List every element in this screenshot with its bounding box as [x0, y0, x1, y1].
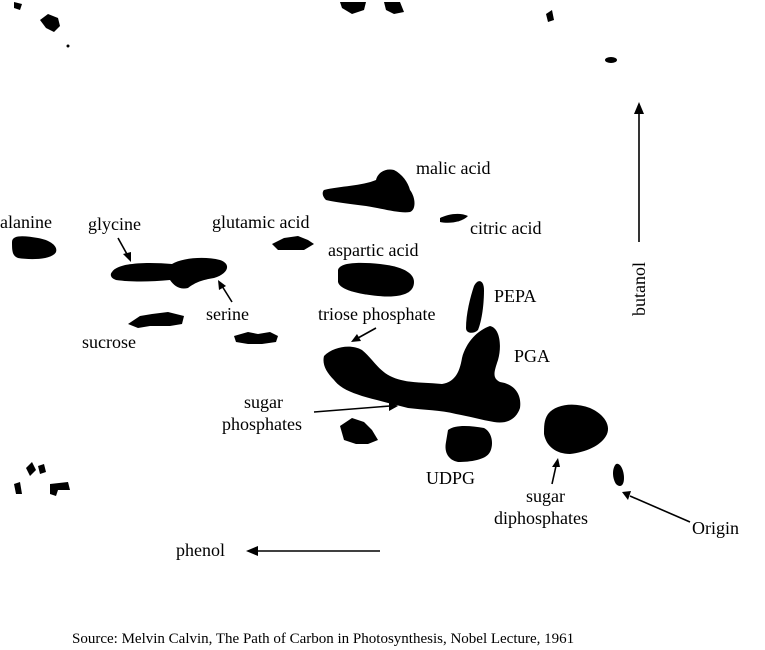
spot-sugar-diphosphates: [544, 404, 609, 454]
label-malic-acid: malic acid: [416, 158, 490, 178]
spot-pepa: [466, 281, 484, 333]
arrow-butanol-head: [634, 102, 644, 114]
spot-sucrose: [128, 312, 184, 328]
edge-specks: [14, 2, 617, 496]
label-alanine: alanine: [0, 212, 52, 232]
spot-udpg: [445, 426, 492, 462]
spot-serine-small: [234, 332, 278, 344]
source-caption: Source: Melvin Calvin, The Path of Carbo…: [72, 631, 574, 647]
arrow-glycine-head: [123, 252, 131, 262]
label-pga: PGA: [514, 346, 550, 366]
solvent-arrows: [246, 102, 644, 556]
spot-citric-acid: [440, 213, 468, 223]
label-citric-acid: citric acid: [470, 218, 541, 238]
arrow-sugar-diphosphates-head: [552, 458, 560, 467]
spot-glycine-serine: [110, 257, 228, 289]
label-sugar-diphosphates-line1: sugar: [526, 486, 565, 506]
label-butanol: butanol: [629, 262, 649, 316]
arrow-sugar-phosphates: [313, 405, 391, 413]
label-aspartic-acid: aspartic acid: [328, 240, 418, 260]
arrow-glycine: [117, 237, 129, 257]
speck-top-right-2: [605, 57, 617, 63]
speck-bottom-left-2: [38, 464, 46, 474]
label-sugar-phosphates-line2: phosphates: [222, 414, 302, 434]
speck-top-left-2: [14, 2, 22, 10]
spot-glutamic-acid: [272, 236, 314, 250]
label-serine: serine: [206, 304, 249, 324]
label-udpg: UDPG: [426, 468, 475, 488]
spot-pga-sugar-phosphates: [323, 326, 521, 423]
speck-top-center-2: [384, 2, 404, 14]
label-glycine: glycine: [88, 214, 141, 234]
speck-bottom-left-1: [26, 462, 36, 476]
speck-top-left-3: [66, 44, 70, 48]
speck-bottom-left-4: [50, 482, 70, 496]
arrow-triose-phosphate: [357, 327, 377, 339]
speck-bottom-left-3: [14, 482, 22, 494]
label-triose-phosphate: triose phosphate: [318, 304, 435, 324]
spot-alanine: [12, 236, 57, 260]
speck-top-center-1: [340, 2, 366, 14]
label-phenol: phenol: [176, 540, 225, 560]
compound-labels: alanine glycine glutamic acid malic acid…: [0, 158, 739, 560]
label-sugar-phosphates-line1: sugar: [244, 392, 283, 412]
arrow-phenol-head: [246, 546, 258, 556]
arrow-origin-head: [622, 491, 631, 500]
speck-top-right-1: [546, 10, 554, 22]
pointer-arrows: [117, 237, 691, 523]
arrow-serine-head: [218, 280, 226, 290]
arrow-sugar-diphosphates: [551, 465, 557, 485]
label-sugar-diphosphates-line2: diphosphates: [494, 508, 588, 528]
spot-small-phosphate: [340, 418, 378, 444]
arrow-sugar-phosphates-head: [389, 401, 398, 411]
arrow-serine: [221, 285, 233, 303]
compound-spots: [12, 169, 624, 486]
label-sucrose: sucrose: [82, 332, 136, 352]
arrow-triose-phosphate-head: [351, 334, 361, 342]
spot-aspartic-acid: [338, 262, 414, 297]
spot-malic-acid: [322, 169, 415, 213]
arrow-origin: [629, 495, 691, 523]
label-origin: Origin: [692, 518, 739, 538]
label-glutamic-acid: glutamic acid: [212, 212, 309, 232]
label-pepa: PEPA: [494, 286, 536, 306]
spot-origin: [613, 463, 624, 486]
speck-top-left: [40, 14, 60, 32]
